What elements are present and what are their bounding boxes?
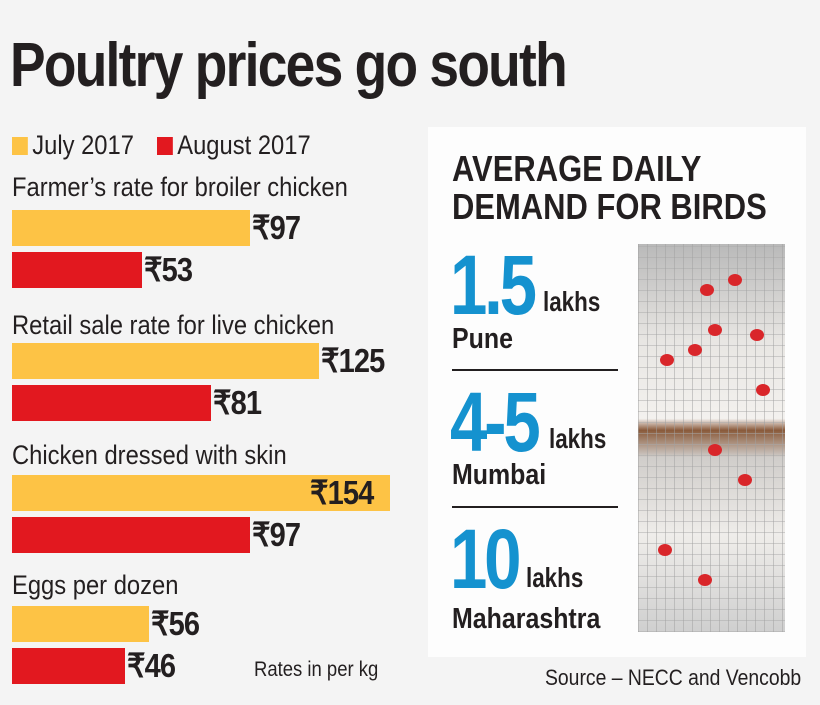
data-label: ₹97 bbox=[252, 516, 301, 553]
demand-city: Pune bbox=[452, 323, 513, 355]
demand-unit: lakhs bbox=[543, 286, 601, 317]
data-label: ₹97 bbox=[252, 209, 301, 246]
category-label: Retail sale rate for live chicken bbox=[12, 310, 335, 340]
data-label: ₹56 bbox=[151, 605, 200, 642]
legend-august: August 2017 bbox=[157, 130, 311, 161]
data-label: ₹81 bbox=[212, 384, 262, 421]
bar-august bbox=[12, 648, 125, 684]
data-label: ₹46 bbox=[126, 647, 176, 684]
bar-july bbox=[12, 343, 319, 379]
demand-city: Mumbai bbox=[452, 459, 547, 491]
category-label: Eggs per dozen bbox=[12, 570, 179, 600]
demand-unit: lakhs bbox=[526, 562, 584, 593]
legend-july: July 2017 bbox=[12, 130, 134, 161]
data-label: ₹125 bbox=[320, 342, 385, 379]
category-label: Farmer’s rate for broiler chicken bbox=[12, 172, 348, 202]
legend-label: August 2017 bbox=[177, 130, 311, 160]
source-note: Source – NECC and Vencobb bbox=[545, 665, 802, 690]
chart-title: Poultry prices go south bbox=[10, 31, 568, 100]
demand-value: 10 bbox=[450, 512, 522, 606]
panel-title-line: AVERAGE DAILY bbox=[452, 148, 702, 189]
legend-label: July 2017 bbox=[32, 130, 134, 160]
caged-hens-photo bbox=[638, 244, 785, 632]
bar-july bbox=[12, 475, 391, 511]
units-note: Rates in per kg bbox=[254, 658, 379, 681]
bar-august bbox=[12, 252, 143, 288]
bar-august bbox=[12, 385, 211, 421]
data-label: ₹53 bbox=[144, 251, 193, 288]
demand-value: 4-5 bbox=[450, 375, 541, 469]
bar-july bbox=[12, 606, 150, 642]
panel-title: AVERAGE DAILY DEMAND FOR BIRDS bbox=[452, 150, 767, 226]
divider bbox=[452, 506, 618, 508]
bar-august bbox=[12, 517, 251, 553]
legend-swatch-july bbox=[12, 136, 28, 155]
demand-unit: lakhs bbox=[549, 423, 607, 454]
demand-city: Maharashtra bbox=[452, 603, 601, 635]
bar-july bbox=[12, 210, 251, 246]
demand-value: 1.5 bbox=[450, 238, 537, 332]
category-label: Chicken dressed with skin bbox=[12, 440, 287, 470]
panel-title-line: DEMAND FOR BIRDS bbox=[452, 186, 767, 227]
divider bbox=[452, 369, 618, 371]
data-label: ₹154 bbox=[310, 474, 374, 511]
legend-swatch-august bbox=[157, 136, 173, 155]
